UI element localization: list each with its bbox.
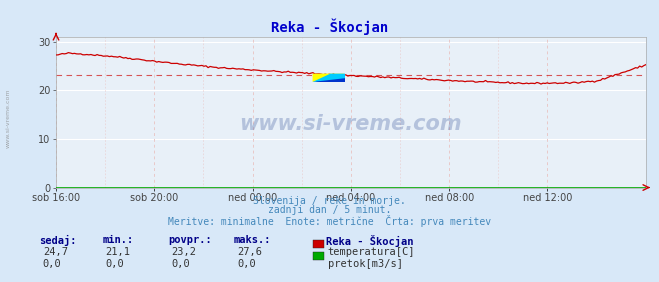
Text: maks.:: maks.:	[234, 235, 272, 244]
Text: Reka - Škocjan: Reka - Škocjan	[326, 235, 414, 247]
Text: Slovenija / reke in morje.: Slovenija / reke in morje.	[253, 196, 406, 206]
Text: 27,6: 27,6	[237, 247, 262, 257]
Text: 21,1: 21,1	[105, 247, 130, 257]
Polygon shape	[312, 74, 345, 82]
Text: pretok[m3/s]: pretok[m3/s]	[328, 259, 403, 269]
Text: min.:: min.:	[102, 235, 133, 244]
Text: 24,7: 24,7	[43, 247, 68, 257]
Text: 0,0: 0,0	[171, 259, 190, 269]
Text: temperatura[C]: temperatura[C]	[328, 247, 415, 257]
Text: 23,2: 23,2	[171, 247, 196, 257]
Polygon shape	[312, 74, 345, 82]
Text: 0,0: 0,0	[105, 259, 124, 269]
Text: Reka - Škocjan: Reka - Škocjan	[271, 18, 388, 35]
Text: Meritve: minimalne  Enote: metrične  Črta: prva meritev: Meritve: minimalne Enote: metrične Črta:…	[168, 215, 491, 227]
Text: www.si-vreme.com: www.si-vreme.com	[240, 114, 462, 134]
Text: povpr.:: povpr.:	[168, 235, 212, 244]
Text: 0,0: 0,0	[43, 259, 61, 269]
Text: sedaj:: sedaj:	[40, 235, 77, 246]
Text: www.si-vreme.com: www.si-vreme.com	[6, 89, 11, 148]
Text: zadnji dan / 5 minut.: zadnji dan / 5 minut.	[268, 205, 391, 215]
Polygon shape	[312, 74, 345, 82]
Text: 0,0: 0,0	[237, 259, 256, 269]
